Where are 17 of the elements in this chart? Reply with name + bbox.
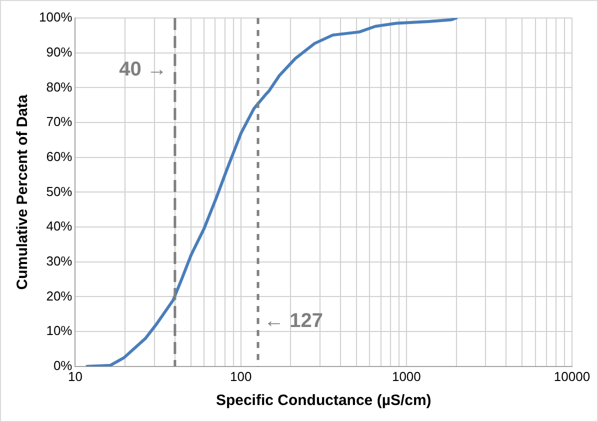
y-tick-label: 30% — [46, 253, 73, 268]
y-tick-label: 50% — [46, 184, 73, 199]
ref-line-label: ← 127 — [264, 310, 323, 332]
x-tick-label: 10000 — [554, 368, 590, 384]
y-tick-label: 100% — [39, 10, 73, 25]
y-tick-label: 90% — [46, 44, 73, 60]
y-tick-label: 20% — [46, 288, 73, 304]
y-tick-label: 60% — [46, 148, 73, 164]
y-tick-label: 70% — [46, 114, 73, 130]
y-axis-title: Cumulative Percent of Data — [14, 94, 32, 290]
y-tick-label: 40% — [46, 218, 73, 234]
y-tick-label: 80% — [46, 79, 73, 94]
ref-line-label: 40 → — [119, 58, 167, 81]
x-tick-label: 1000 — [392, 368, 421, 384]
x-tick-label: 100 — [230, 368, 252, 384]
y-tick-label: 10% — [46, 323, 73, 338]
x-axis-title: Specific Conductance (µS/cm) — [216, 392, 432, 410]
